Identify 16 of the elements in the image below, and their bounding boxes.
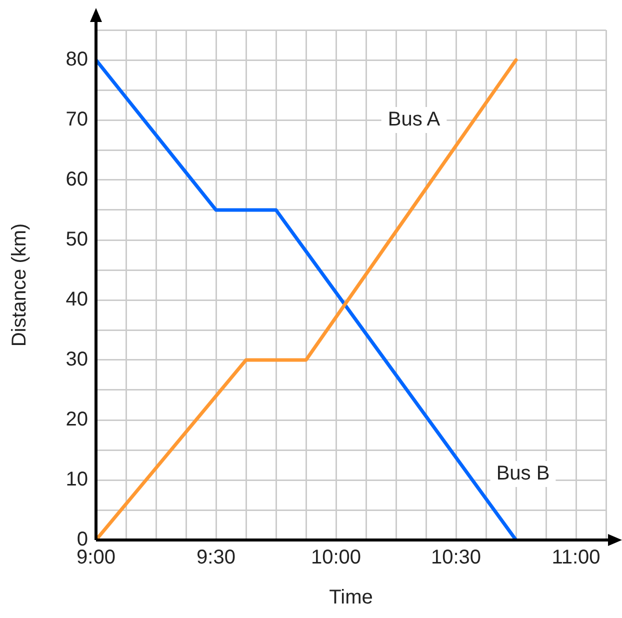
y-tick-label: 30 <box>66 348 88 371</box>
y-tick-label: 20 <box>66 408 88 431</box>
x-tick-label: 9:30 <box>196 546 236 569</box>
x-tick-label: 10:00 <box>310 546 362 569</box>
x-tick-label: 11:00 <box>552 546 600 569</box>
series-label: Bus A <box>388 108 441 131</box>
y-tick-label: 80 <box>66 48 88 71</box>
y-tick-label: 60 <box>66 168 88 191</box>
y-axis-title: Distance (km) <box>8 223 31 347</box>
y-tick-label: 50 <box>66 228 88 251</box>
series-label: Bus B <box>496 462 550 485</box>
y-tick-label: 70 <box>66 108 88 131</box>
y-tick-label: 40 <box>66 288 88 311</box>
y-tick-label: 10 <box>66 468 88 491</box>
x-axis-title: Time <box>329 586 373 609</box>
x-tick-label: 10:30 <box>430 546 482 569</box>
